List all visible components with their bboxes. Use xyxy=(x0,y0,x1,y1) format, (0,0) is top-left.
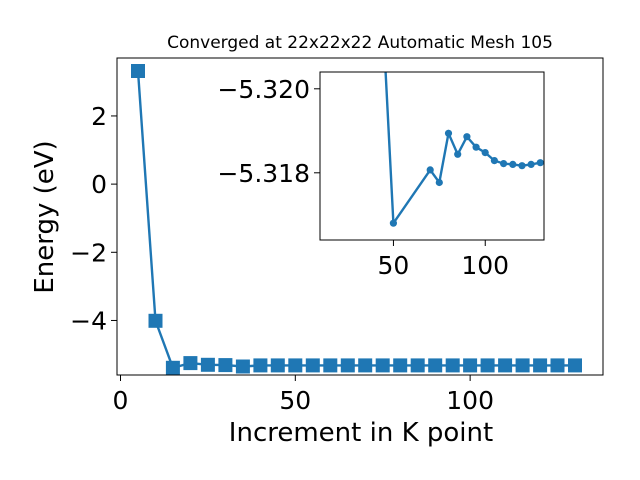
inset-x-tick-label: 100 xyxy=(461,251,509,280)
inset-data-point xyxy=(481,149,489,157)
inset-plot-frame xyxy=(319,71,545,241)
inset-y-tick-label: −5.320 xyxy=(217,75,310,104)
main-data-point xyxy=(358,358,373,373)
main-x-tick-label: 100 xyxy=(446,386,494,415)
inset-x-ticks: 50 100 xyxy=(378,240,509,280)
main-plot-frame xyxy=(116,57,604,376)
main-data-point xyxy=(288,358,303,373)
main-data-point xyxy=(183,356,198,371)
main-y-tick-label: 2 xyxy=(91,102,107,131)
main-data-point xyxy=(550,358,565,373)
main-x-tick-label: 50 xyxy=(279,386,311,415)
main-data-point xyxy=(305,358,320,373)
main-data-point xyxy=(218,358,233,373)
inset-data-point xyxy=(463,133,471,141)
main-data-point xyxy=(375,358,390,373)
inset-data-point xyxy=(389,219,397,227)
main-data-point xyxy=(568,358,582,373)
inset-y-ticks: −5.320 −5.318 xyxy=(217,75,320,188)
x-axis-label: Increment in K point xyxy=(229,418,493,448)
chart-title: Converged at 22x22x22 Automatic Mesh 105 xyxy=(167,33,553,53)
inset-data-point xyxy=(435,178,443,187)
main-data-point xyxy=(480,358,495,373)
main-data-point xyxy=(200,357,215,372)
inset-data-point xyxy=(490,157,498,165)
inset-data-point xyxy=(500,160,508,168)
main-data-point xyxy=(428,358,443,373)
main-data-point xyxy=(148,313,163,328)
main-y-tick-label: −2 xyxy=(70,238,107,267)
main-y-tick-label: −4 xyxy=(70,306,107,335)
main-data-point xyxy=(253,358,268,373)
inset-data-point xyxy=(518,162,526,170)
main-x-ticks: 0 50 100 xyxy=(113,375,494,415)
main-data-point xyxy=(533,358,548,373)
main-y-tick-label: 0 xyxy=(91,170,107,199)
inset-data-point xyxy=(527,160,535,168)
inset-data-point xyxy=(454,150,462,158)
main-series xyxy=(131,64,582,375)
main-y-ticks: 2 0 −2 −4 xyxy=(70,102,117,335)
main-data-point xyxy=(445,358,460,373)
main-data-point xyxy=(393,358,408,373)
main-data-point xyxy=(498,358,513,373)
main-data-point xyxy=(131,64,145,78)
inset-data-point xyxy=(444,129,453,137)
main-data-point xyxy=(515,358,530,373)
main-data-point xyxy=(270,358,285,373)
inset-x-tick-label: 50 xyxy=(378,251,410,280)
inset-series xyxy=(384,72,544,227)
main-data-point xyxy=(235,359,250,374)
inset-data-point xyxy=(509,160,517,168)
inset-background xyxy=(320,72,544,240)
main-x-tick-label: 0 xyxy=(113,386,129,415)
inset-data-point xyxy=(426,166,434,174)
inset-data-point xyxy=(536,159,544,167)
main-plot: 0 50 100 2 0 −2 −4 xyxy=(70,57,604,415)
y-axis-label: Energy (eV) xyxy=(30,140,60,293)
inset-plot: 50 100 −5.320 −5.318 xyxy=(217,71,545,280)
inset-y-tick-label: −5.318 xyxy=(217,159,310,188)
main-data-point xyxy=(463,358,478,373)
main-data-point xyxy=(340,358,355,373)
inset-data-point xyxy=(472,143,480,151)
main-data-point xyxy=(323,358,338,373)
main-data-point xyxy=(410,358,425,373)
main-data-point xyxy=(165,360,180,375)
